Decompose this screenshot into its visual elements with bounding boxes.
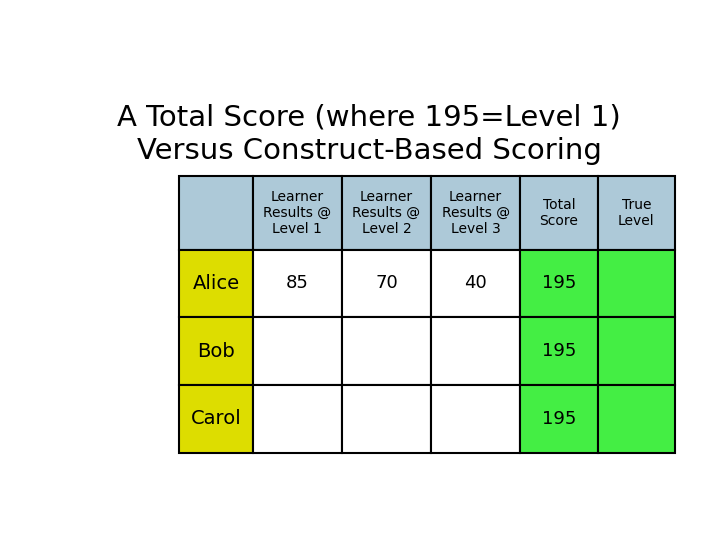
Bar xyxy=(253,249,342,318)
Text: Learner
Results @
Level 3: Learner Results @ Level 3 xyxy=(441,190,510,236)
Bar xyxy=(598,177,675,249)
Text: Carol: Carol xyxy=(191,409,241,429)
Text: 195: 195 xyxy=(541,274,576,293)
Bar xyxy=(598,385,675,453)
Text: Bob: Bob xyxy=(197,342,235,361)
Text: Alice: Alice xyxy=(192,274,240,293)
Bar xyxy=(520,249,598,318)
Bar xyxy=(520,318,598,385)
Bar xyxy=(598,249,675,318)
Bar xyxy=(520,177,598,249)
Bar xyxy=(598,318,675,385)
Bar xyxy=(520,385,598,453)
Bar xyxy=(179,385,253,453)
Text: Learner
Results @
Level 1: Learner Results @ Level 1 xyxy=(264,190,331,236)
Bar xyxy=(253,177,342,249)
Text: 195: 195 xyxy=(541,342,576,360)
Text: 195: 195 xyxy=(541,410,576,428)
Text: A Total Score (where 195=Level 1)
Versus Construct-Based Scoring: A Total Score (where 195=Level 1) Versus… xyxy=(117,103,621,165)
Bar xyxy=(431,177,520,249)
Text: 85: 85 xyxy=(286,274,309,293)
Bar xyxy=(253,385,342,453)
Bar xyxy=(179,318,253,385)
Text: 40: 40 xyxy=(464,274,487,293)
Bar xyxy=(342,249,431,318)
Text: True
Level: True Level xyxy=(618,198,654,228)
Bar xyxy=(342,318,431,385)
Text: Learner
Results @
Level 2: Learner Results @ Level 2 xyxy=(352,190,420,236)
Bar xyxy=(342,385,431,453)
Bar xyxy=(342,177,431,249)
Bar xyxy=(179,177,253,249)
Bar xyxy=(431,318,520,385)
Text: 70: 70 xyxy=(375,274,398,293)
Text: Total
Score: Total Score xyxy=(539,198,578,228)
Bar xyxy=(253,318,342,385)
Bar xyxy=(431,249,520,318)
Bar xyxy=(431,385,520,453)
Bar xyxy=(179,249,253,318)
